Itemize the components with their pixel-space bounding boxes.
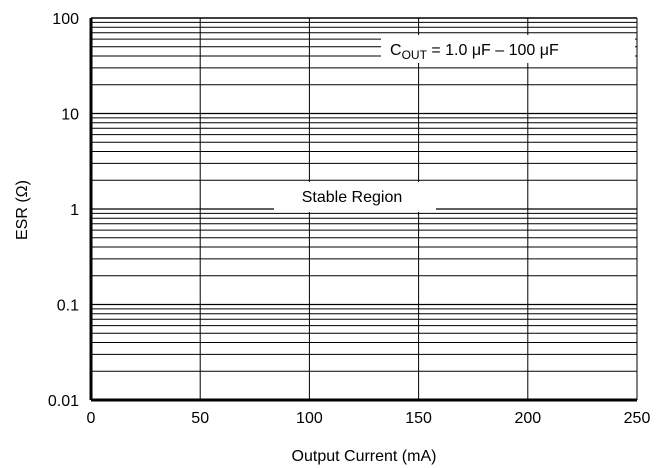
cout-annotation-text: COUT = 1.0 μF – 100 μF [390,42,559,62]
y-axis-label: ESR (Ω) [14,180,31,240]
x-tick-label: 200 [514,410,541,427]
y-tick-label: 0.1 [57,298,79,315]
x-tick-labels: 0 50 100 150 200 250 [87,410,651,427]
stable-region-label: Stable Region [302,189,403,206]
stable-region-annotation: Stable Region [274,182,436,212]
x-tick-label: 0 [87,410,96,427]
y-tick-label: 1 [70,202,79,219]
x-tick-label: 250 [624,410,651,427]
y-tick-label: 10 [61,107,79,124]
y-tick-label: 100 [52,11,79,28]
cout-subscript: OUT [402,48,428,62]
x-tick-label: 150 [405,410,432,427]
y-tick-label: 0.01 [48,393,79,410]
cout-range: = 1.0 μF – 100 μF [427,42,559,59]
x-axis-label: Output Current (mA) [292,448,437,465]
cout-annotation-background [381,35,635,63]
stable-region-background [274,182,436,212]
x-tick-label: 50 [191,410,209,427]
x-tick-label: 100 [296,410,323,427]
y-tick-labels: 0.01 0.1 1 10 100 [48,11,79,410]
axes [89,18,637,402]
cout-main: C [390,42,402,59]
cout-annotation: COUT = 1.0 μF – 100 μF [381,35,635,63]
